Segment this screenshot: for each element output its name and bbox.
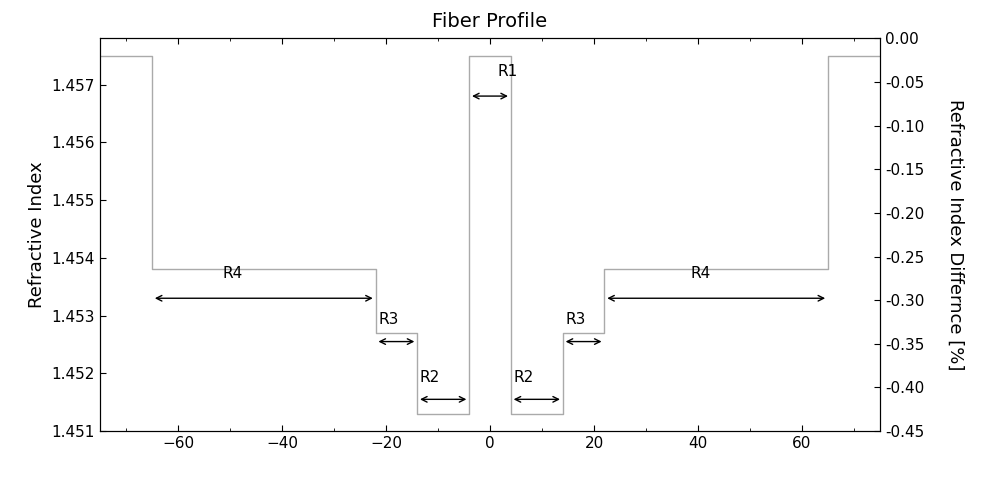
Y-axis label: Refractive Index Differnce [%]: Refractive Index Differnce [%] [946,99,964,370]
Text: R4: R4 [690,266,710,281]
Text: R2: R2 [513,370,534,385]
Text: R2: R2 [420,370,440,385]
Title: Fiber Profile: Fiber Profile [432,12,548,31]
Text: R1: R1 [498,64,518,79]
Text: R4: R4 [222,266,242,281]
Text: R3: R3 [378,312,399,327]
Text: R3: R3 [565,312,586,327]
Y-axis label: Refractive Index: Refractive Index [28,161,46,308]
